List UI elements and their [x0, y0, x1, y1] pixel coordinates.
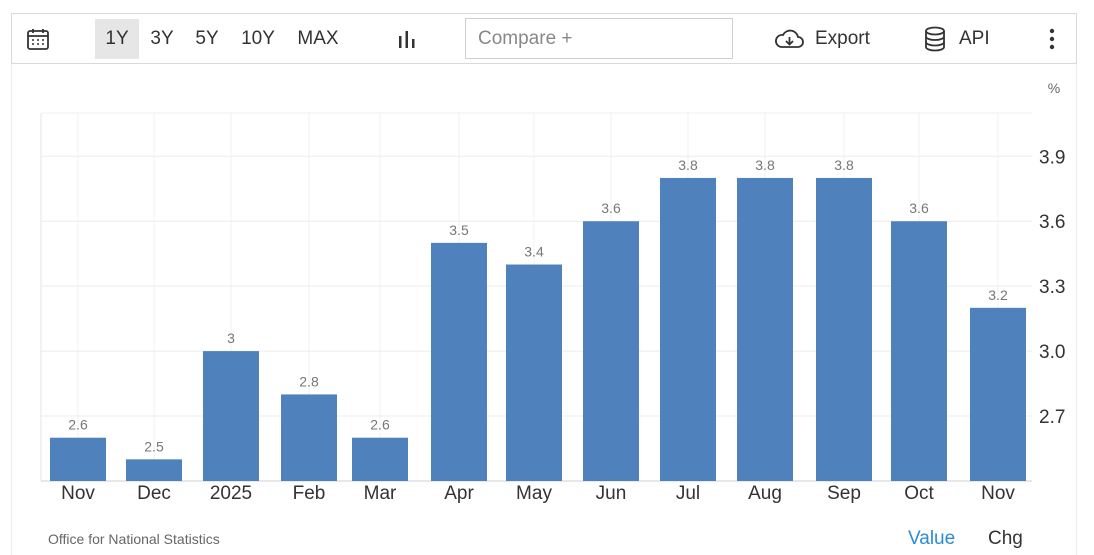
bar-value-label: 2.6 [370, 417, 390, 433]
chart-toolbar: 1Y 3Y 5Y 10Y MAX Compare + Export API [11, 13, 1077, 64]
bar-value-label: 2.5 [144, 438, 164, 454]
bar-value-label: 3.8 [834, 157, 854, 173]
x-tick-label: Nov [61, 483, 95, 504]
value-tab[interactable]: Value [908, 528, 956, 549]
bar-value-label: 3.6 [909, 200, 929, 216]
x-tick-label: Sep [827, 483, 861, 504]
database-icon [925, 26, 945, 51]
bar-value-label: 3.8 [678, 157, 698, 173]
chg-tab[interactable]: Chg [988, 528, 1023, 549]
bar[interactable] [583, 221, 639, 481]
x-tick-label: Dec [137, 483, 171, 504]
bar-value-label: 3 [227, 330, 235, 346]
vertical-dots-icon[interactable] [1040, 14, 1064, 63]
bar-value-label: 3.2 [988, 287, 1008, 303]
y-tick-label: 2.7 [1039, 407, 1065, 428]
export-button[interactable]: Export [773, 14, 879, 63]
bar[interactable] [203, 351, 259, 481]
range-max-button[interactable]: MAX [297, 28, 339, 49]
y-unit-label: % [1048, 80, 1060, 96]
api-button[interactable]: API [923, 14, 1007, 63]
source-label: Office for National Statistics [48, 531, 220, 547]
vertical-dots-svg [1049, 28, 1055, 49]
x-axis-ticks: Nov Dec 2025 Feb Mar Apr May Jun Jul Aug Sep Oct Nov [61, 483, 1015, 504]
x-tick-label: Jun [596, 483, 627, 504]
bar-value-label: 3.4 [524, 244, 544, 260]
x-tick-label: Aug [748, 483, 782, 504]
bar[interactable] [506, 264, 562, 481]
x-tick-label: Mar [364, 483, 397, 504]
x-tick-label: Nov [981, 483, 1015, 504]
compare-input[interactable]: Compare + [465, 18, 733, 59]
bar-value-label: 3.6 [601, 200, 621, 216]
bar-chart-icon[interactable] [392, 14, 422, 63]
y-tick-label: 3.9 [1039, 147, 1065, 168]
bar[interactable] [891, 221, 947, 481]
cloud-download-icon [775, 29, 804, 48]
chart-frame [11, 64, 1077, 555]
x-tick-label: 2025 [210, 483, 252, 504]
range-5y-button[interactable]: 5Y [195, 28, 219, 49]
bar-value-label: 3.8 [755, 157, 775, 173]
bar[interactable] [660, 177, 716, 482]
bar[interactable] [970, 307, 1026, 481]
bar[interactable] [431, 242, 487, 481]
bar[interactable] [816, 177, 872, 482]
x-tick-label: Oct [904, 483, 934, 504]
bar[interactable] [352, 437, 408, 481]
bar[interactable] [281, 394, 337, 481]
y-axis-ticks: 2.7 3.0 3.3 3.6 3.9 [1039, 147, 1065, 428]
bar-value-label: 2.6 [68, 417, 88, 433]
calendar-icon[interactable] [22, 14, 54, 63]
bar-value-label: 2.8 [299, 373, 319, 389]
range-10y-button[interactable]: 10Y [241, 28, 275, 49]
x-tick-label: May [516, 483, 552, 504]
bar[interactable] [126, 459, 182, 481]
range-3y-button[interactable]: 3Y [150, 28, 174, 49]
y-tick-label: 3.0 [1039, 342, 1065, 363]
y-tick-label: 3.3 [1039, 277, 1065, 298]
bar[interactable] [50, 437, 106, 481]
x-tick-label: Feb [293, 483, 326, 504]
x-tick-label: Jul [676, 483, 700, 504]
export-label: Export [815, 27, 870, 49]
api-label: API [959, 27, 990, 49]
range-1y-button[interactable]: 1Y [95, 19, 139, 59]
bar[interactable] [737, 177, 793, 482]
bar-value-label: 3.5 [449, 222, 469, 238]
y-tick-label: 3.6 [1039, 212, 1065, 233]
calendar-icon-svg [27, 28, 49, 50]
bars [50, 177, 1026, 482]
x-tick-label: Apr [444, 483, 474, 504]
value-labels: 2.6 2.5 3 2.8 2.6 3.5 3.4 3.6 3.8 3.8 3.8 3.6 3.2 [68, 157, 1008, 454]
bar-chart-icon-svg [399, 30, 415, 48]
